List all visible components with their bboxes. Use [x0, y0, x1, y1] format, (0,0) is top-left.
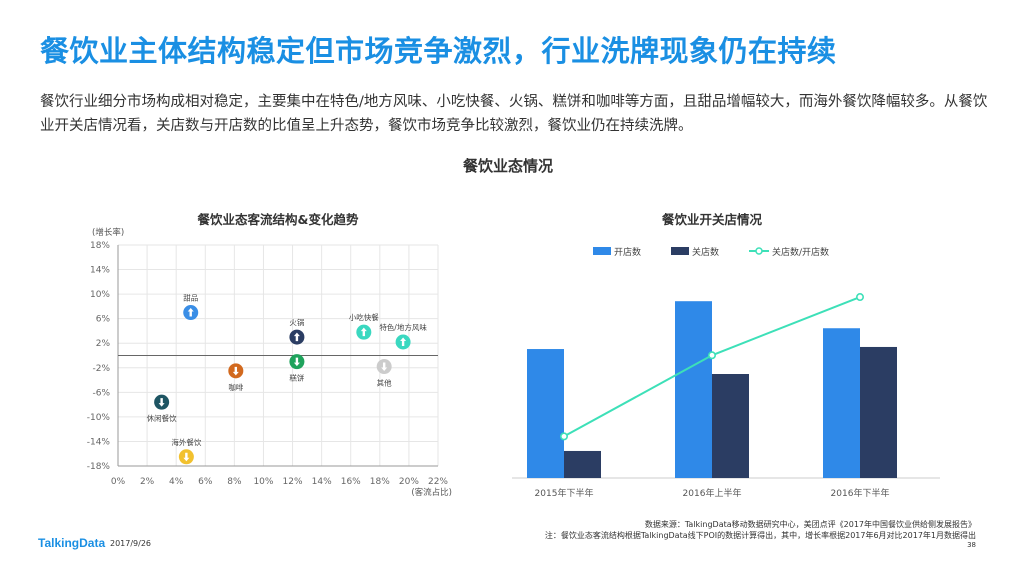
scatter-x-tick: 22%	[428, 477, 448, 487]
section-title: 餐饮业态情况	[462, 157, 553, 175]
bar-category-label: 2016年上半年	[683, 487, 742, 499]
scatter-y-tick: 2%	[96, 339, 111, 349]
scatter-point-label: 特色/地方风味	[379, 322, 427, 332]
scatter-point-label: 其他	[377, 378, 392, 388]
ratio-point	[855, 293, 864, 302]
source-text: 数据来源：TalkingData移动数据研究中心，美团点评《2017年中国餐饮业…	[644, 520, 976, 529]
arrow-up-icon	[187, 308, 194, 317]
legend-label: 关店数	[692, 246, 719, 258]
scatter-y-tick: -2%	[92, 364, 110, 374]
legend-swatch	[671, 247, 689, 255]
arrow-up-icon	[293, 332, 300, 342]
scatter-x-tick: 2%	[140, 477, 155, 487]
scatter-x-tick: 16%	[341, 477, 361, 487]
bar-category-label: 2015年下半年	[535, 487, 594, 499]
arrow-down-icon	[183, 452, 190, 462]
bar-open	[675, 301, 712, 478]
bar-category-label: 2016年下半年	[831, 487, 890, 499]
legend-marker	[755, 247, 763, 255]
scatter-y-tick: 10%	[90, 290, 110, 300]
note-text: 注：餐饮业态客流结构根据TalkingData线下POI的数据计算得出，其中，增…	[544, 531, 976, 540]
scatter-xlabel: (客流占比)	[411, 487, 452, 498]
page-number: 38	[967, 541, 976, 549]
scatter-x-tick: 12%	[283, 477, 303, 487]
scatter-ylabel: (增长率)	[92, 227, 124, 238]
arrow-up-icon	[360, 327, 367, 337]
scatter-x-tick: 6%	[198, 477, 213, 487]
bar-open	[823, 328, 860, 478]
scatter-point-label: 小吃快餐	[349, 312, 379, 322]
scatter-point-label: 咖啡	[228, 382, 243, 392]
scatter-y-tick: -10%	[87, 413, 111, 423]
scatter-x-tick: 14%	[312, 477, 332, 487]
arrow-down-icon	[381, 362, 388, 372]
scatter-y-tick: 18%	[90, 241, 110, 251]
scatter-y-tick: 6%	[96, 315, 111, 325]
scatter-y-tick: -14%	[87, 437, 111, 447]
scatter-y-tick: -18%	[87, 462, 111, 472]
arrow-down-icon	[232, 366, 239, 376]
arrow-up-icon	[400, 337, 407, 346]
scatter-x-tick: 8%	[227, 477, 242, 487]
scatter-x-tick: 4%	[169, 477, 184, 487]
legend-swatch	[593, 247, 611, 255]
talkingdata-logo: TalkingData	[38, 536, 106, 550]
scatter-x-tick: 10%	[253, 477, 273, 487]
scatter-point-label: 休闲餐饮	[147, 413, 177, 423]
scatter-x-tick: 20%	[399, 477, 419, 487]
ratio-point	[559, 432, 568, 441]
scatter-point-label: 甜品	[183, 293, 198, 303]
scatter-point-label: 海外餐饮	[171, 437, 201, 447]
scatter-point-label: 糕饼	[289, 373, 304, 383]
scatter-y-tick: -6%	[92, 388, 110, 398]
scatter-x-tick: 0%	[111, 477, 126, 487]
page-title: 餐饮业主体结构稳定但市场竞争激烈，行业洗牌现象仍在持续	[40, 34, 837, 68]
bar-close	[712, 374, 749, 478]
footer-source: 数据来源：TalkingData移动数据研究中心，美团点评《2017年中国餐饮业…	[545, 519, 976, 541]
bar-close	[564, 450, 601, 478]
legend-label: 关店数/开店数	[772, 246, 829, 258]
scatter-point-label: 火锅	[289, 317, 304, 327]
footer-date: 2017/9/26	[110, 539, 152, 548]
bar-close	[860, 346, 897, 478]
arrow-down-icon	[293, 357, 300, 367]
bar-chart-title: 餐饮业开关店情况	[661, 212, 763, 227]
ratio-point	[707, 351, 716, 360]
scatter-y-tick: 14%	[90, 266, 110, 276]
legend-label: 开店数	[614, 246, 641, 258]
bar-open	[527, 349, 564, 478]
arrow-down-icon	[158, 398, 165, 407]
page-description: 餐饮行业细分市场构成相对稳定，主要集中在特色/地方风味、小吃快餐、火锅、糕饼和咖…	[40, 94, 988, 134]
scatter-x-tick: 18%	[370, 477, 390, 487]
scatter-title: 餐饮业态客流结构&变化趋势	[197, 212, 359, 227]
